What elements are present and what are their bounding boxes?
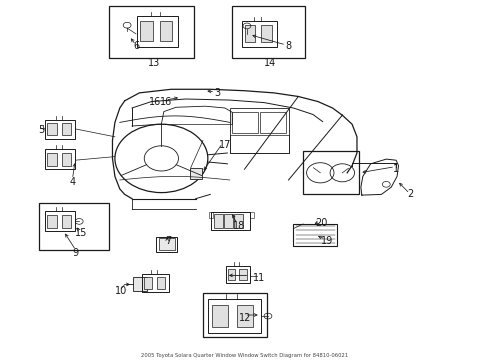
Bar bbox=[211, 212, 250, 230]
Text: 16: 16 bbox=[149, 96, 162, 107]
Bar bbox=[207, 299, 260, 333]
Text: 5: 5 bbox=[39, 125, 44, 135]
Bar bbox=[227, 269, 235, 280]
Bar bbox=[140, 21, 152, 41]
Bar bbox=[303, 151, 359, 194]
Text: 8: 8 bbox=[285, 41, 291, 51]
Bar bbox=[45, 211, 75, 231]
Bar bbox=[232, 112, 257, 133]
Text: 16: 16 bbox=[160, 96, 172, 107]
Text: 13: 13 bbox=[148, 58, 161, 68]
Bar bbox=[133, 277, 146, 291]
Bar bbox=[260, 112, 285, 133]
Text: 10: 10 bbox=[115, 286, 127, 296]
Bar bbox=[250, 212, 254, 218]
Bar bbox=[158, 238, 175, 251]
Bar bbox=[293, 224, 337, 246]
Bar bbox=[212, 305, 227, 327]
Bar bbox=[203, 293, 266, 337]
Bar bbox=[261, 25, 271, 42]
Text: 18: 18 bbox=[232, 221, 244, 231]
Bar bbox=[143, 277, 152, 289]
Bar bbox=[234, 215, 243, 228]
Text: 12: 12 bbox=[239, 312, 251, 323]
Text: 1: 1 bbox=[392, 164, 398, 174]
Bar bbox=[209, 212, 213, 218]
Bar bbox=[39, 203, 108, 250]
Bar bbox=[45, 120, 75, 139]
Bar bbox=[61, 123, 71, 135]
Text: 2: 2 bbox=[407, 189, 413, 199]
Bar bbox=[47, 153, 57, 166]
Bar bbox=[229, 108, 288, 153]
Bar bbox=[189, 168, 202, 179]
Bar bbox=[156, 237, 177, 252]
Bar bbox=[242, 21, 277, 47]
Bar bbox=[142, 274, 168, 292]
Bar bbox=[160, 21, 172, 41]
Text: 3: 3 bbox=[214, 88, 220, 98]
Bar bbox=[45, 149, 75, 169]
Bar bbox=[244, 25, 255, 42]
Bar bbox=[61, 153, 71, 166]
Text: 6: 6 bbox=[134, 41, 140, 51]
Bar bbox=[224, 215, 232, 228]
Bar bbox=[156, 277, 164, 289]
Bar bbox=[61, 215, 71, 228]
Bar bbox=[108, 6, 194, 58]
Text: 11: 11 bbox=[252, 273, 265, 283]
Bar bbox=[137, 16, 178, 47]
Text: 20: 20 bbox=[314, 218, 327, 228]
Text: 19: 19 bbox=[320, 236, 332, 246]
Bar bbox=[239, 269, 246, 280]
Bar bbox=[214, 215, 222, 228]
Bar bbox=[47, 123, 57, 135]
Bar bbox=[232, 6, 304, 58]
Text: 17: 17 bbox=[218, 140, 231, 150]
Bar bbox=[236, 305, 252, 327]
Text: 2005 Toyota Solara Quarter Window Window Switch Diagram for 84810-06021: 2005 Toyota Solara Quarter Window Window… bbox=[141, 353, 347, 358]
Text: 7: 7 bbox=[165, 236, 171, 246]
Text: 4: 4 bbox=[69, 177, 75, 187]
Text: 14: 14 bbox=[264, 58, 276, 68]
Text: 9: 9 bbox=[73, 248, 79, 258]
Bar bbox=[225, 266, 250, 283]
Text: 15: 15 bbox=[74, 228, 87, 238]
Bar bbox=[229, 135, 288, 153]
Bar bbox=[47, 215, 57, 228]
